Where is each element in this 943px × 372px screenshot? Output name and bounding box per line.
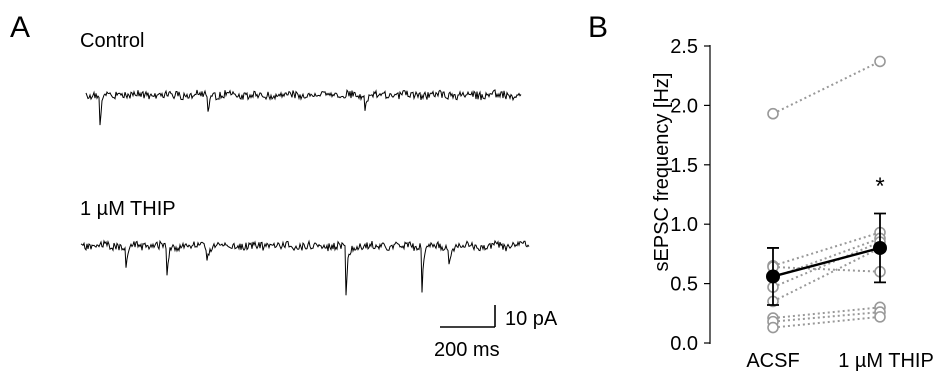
control-trace-label: Control: [80, 30, 144, 52]
mean-point: [873, 240, 887, 255]
significance-star: *: [875, 173, 884, 200]
subject-line: [772, 247, 881, 303]
mean-series: [766, 212, 887, 306]
mean-line: [772, 246, 881, 278]
control-trace: [85, 89, 522, 126]
scale-bar: 10 pA 200 ms: [434, 305, 558, 361]
x-tick-label-thip: 1 µM THIP: [838, 350, 934, 372]
y-tick-label: 1.5: [670, 155, 698, 177]
y-axis-title: sEPSC frequency [Hz]: [651, 73, 673, 272]
mean-point: [766, 269, 780, 284]
plot-marks: [766, 55, 887, 334]
subject-series: [767, 311, 886, 334]
subject-line: [772, 231, 881, 267]
subject-series: [767, 55, 886, 120]
y-tick-label: 2.0: [670, 95, 698, 117]
subject-series: [767, 236, 886, 293]
subject-point: [767, 321, 779, 334]
subject-line: [772, 315, 881, 329]
subject-point: [874, 55, 886, 68]
subject-series: [767, 306, 886, 328]
subject-series: [767, 301, 886, 324]
subject-series: [767, 226, 886, 272]
subject-line: [772, 60, 881, 115]
subject-series: [767, 232, 886, 284]
x-tick-label-acsf: ACSF: [746, 350, 799, 372]
panel-a: A Control 1 µM THIP 10 pA 200 ms: [10, 11, 558, 361]
y-tick-label: 0.5: [670, 274, 698, 296]
panel-a-label: A: [10, 11, 30, 44]
thip-trace: [80, 239, 530, 296]
y-tick-label: 2.5: [670, 36, 698, 58]
subject-point: [874, 311, 886, 323]
y-tick-label: 0.0: [670, 333, 698, 355]
y-tick-label: 1.0: [670, 214, 698, 236]
panel-b: B sEPSC frequency [Hz] 0.0 0.5 1.0 1.5 2.0 2.…: [588, 11, 934, 372]
y-axis-ticks: 0.0 0.5 1.0 1.5 2.0 2.5: [670, 36, 710, 355]
thip-trace-label: 1 µM THIP: [80, 198, 176, 220]
panel-b-label: B: [588, 11, 608, 44]
scale-bar-y-label: 10 pA: [505, 308, 558, 330]
subject-line: [772, 241, 881, 289]
subject-line: [772, 237, 881, 279]
subject-series: [767, 261, 886, 278]
subject-point: [767, 107, 779, 120]
scale-bar-x-label: 200 ms: [434, 339, 500, 361]
